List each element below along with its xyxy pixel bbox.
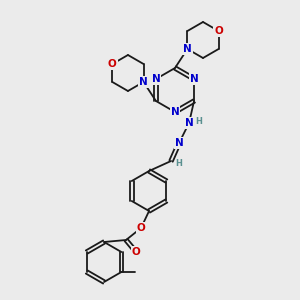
Text: N: N	[171, 107, 179, 117]
Text: O: O	[132, 247, 140, 257]
Text: N: N	[152, 74, 160, 84]
Text: O: O	[137, 223, 146, 233]
Text: O: O	[214, 26, 223, 36]
Text: H: H	[176, 160, 182, 169]
Text: N: N	[139, 77, 148, 87]
Text: N: N	[183, 44, 192, 54]
Text: N: N	[190, 74, 198, 84]
Text: H: H	[196, 116, 202, 125]
Text: N: N	[175, 138, 183, 148]
Text: O: O	[108, 59, 117, 69]
Text: N: N	[185, 118, 194, 128]
